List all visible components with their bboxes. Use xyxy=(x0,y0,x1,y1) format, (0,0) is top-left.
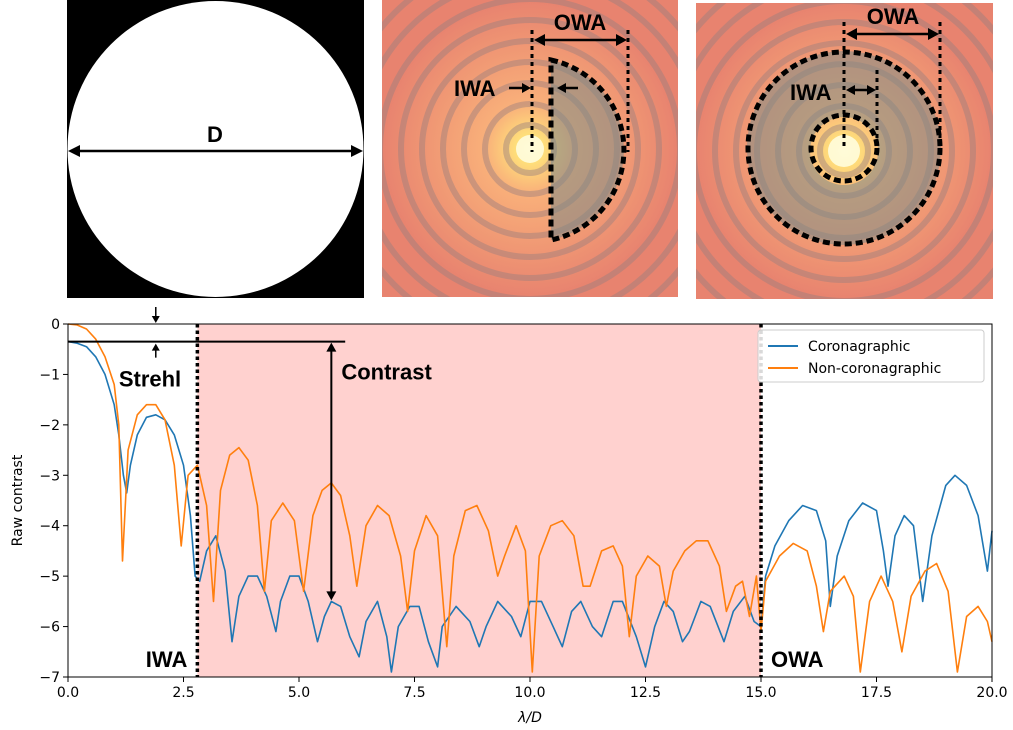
strehl-arrowhead-down xyxy=(151,316,160,323)
iwa-label: IWA xyxy=(454,76,496,101)
strehl-arrowhead-up xyxy=(151,343,160,351)
pupil-panel: D xyxy=(67,0,364,298)
y-tick-label: −7 xyxy=(39,670,60,686)
y-tick-label: −5 xyxy=(39,569,60,585)
legend-label-non-coronagraphic: Non-coronagraphic xyxy=(808,361,941,377)
diameter-arrowhead-right xyxy=(351,145,363,157)
y-tick-label: −4 xyxy=(39,519,60,535)
contrast-arrowhead-top xyxy=(326,342,337,352)
x-tick-label: 7.5 xyxy=(403,685,425,701)
legend-label-coronagraphic: Coronagraphic xyxy=(808,339,910,355)
y-tick-label: −3 xyxy=(39,468,60,484)
diameter-label: D xyxy=(207,122,223,147)
outer-dark-hole-boundary xyxy=(745,49,943,247)
iwa-chart-label: IWA xyxy=(146,647,188,672)
plot-frame xyxy=(67,323,993,678)
inner-dark-hole-boundary xyxy=(808,112,880,184)
half-dark-hole-panel: OWA IWA xyxy=(382,0,678,297)
contrast-chart: 0.0 2.5 5.0 7.5 10.0 12.5 15.0 17.5 20.0 0 −1 −2 −3 −… xyxy=(10,307,1008,726)
dark-hole-boundary xyxy=(548,56,627,244)
x-axis-label: λ/D xyxy=(517,710,542,726)
owa-chart-label: OWA xyxy=(771,647,824,672)
y-tick-label: 0 xyxy=(51,317,60,333)
iwa-label: IWA xyxy=(790,80,832,105)
x-tick-label: 15.0 xyxy=(745,685,776,701)
x-tick-label: 12.5 xyxy=(630,685,661,701)
contrast-label: Contrast xyxy=(341,359,432,384)
owa-label: OWA xyxy=(554,10,607,35)
legend: Coronagraphic Non-coronagraphic xyxy=(757,329,985,383)
axis-ticks: 0.0 2.5 5.0 7.5 10.0 12.5 15.0 17.5 20.0 0 −1 −2 −3 −… xyxy=(39,317,1007,701)
strehl-label: Strehl xyxy=(119,367,181,392)
series-line-non-coronagraphic xyxy=(67,323,993,673)
y-axis-label: Raw contrast xyxy=(10,454,26,546)
owa-label: OWA xyxy=(867,4,920,29)
x-tick-label: 20.0 xyxy=(976,685,1007,701)
x-tick-label: 2.5 xyxy=(172,685,194,701)
y-tick-label: −1 xyxy=(39,367,60,383)
iwa-owa-lines xyxy=(195,324,763,677)
chart-annotations: Strehl Contrast IWA OWA xyxy=(68,307,824,672)
dark-hole-shading xyxy=(197,324,762,677)
contrast-arrowhead-bottom xyxy=(326,591,337,601)
y-tick-label: −2 xyxy=(39,418,60,434)
y-tick-label: −6 xyxy=(39,620,60,636)
series-line-coronagraphic xyxy=(67,340,993,673)
annular-dark-hole-panel: OWA IWA xyxy=(696,3,993,299)
x-tick-label: 17.5 xyxy=(861,685,892,701)
diameter-arrowhead-left xyxy=(68,145,80,157)
dark-hole-region xyxy=(746,51,941,246)
series-lines xyxy=(67,323,993,673)
x-tick-label: 5.0 xyxy=(288,685,310,701)
legend-box xyxy=(757,329,985,383)
x-tick-label: 10.0 xyxy=(514,685,545,701)
dark-hole-region xyxy=(551,60,624,240)
pupil-aperture xyxy=(67,1,364,297)
x-tick-label: 0.0 xyxy=(57,685,79,701)
